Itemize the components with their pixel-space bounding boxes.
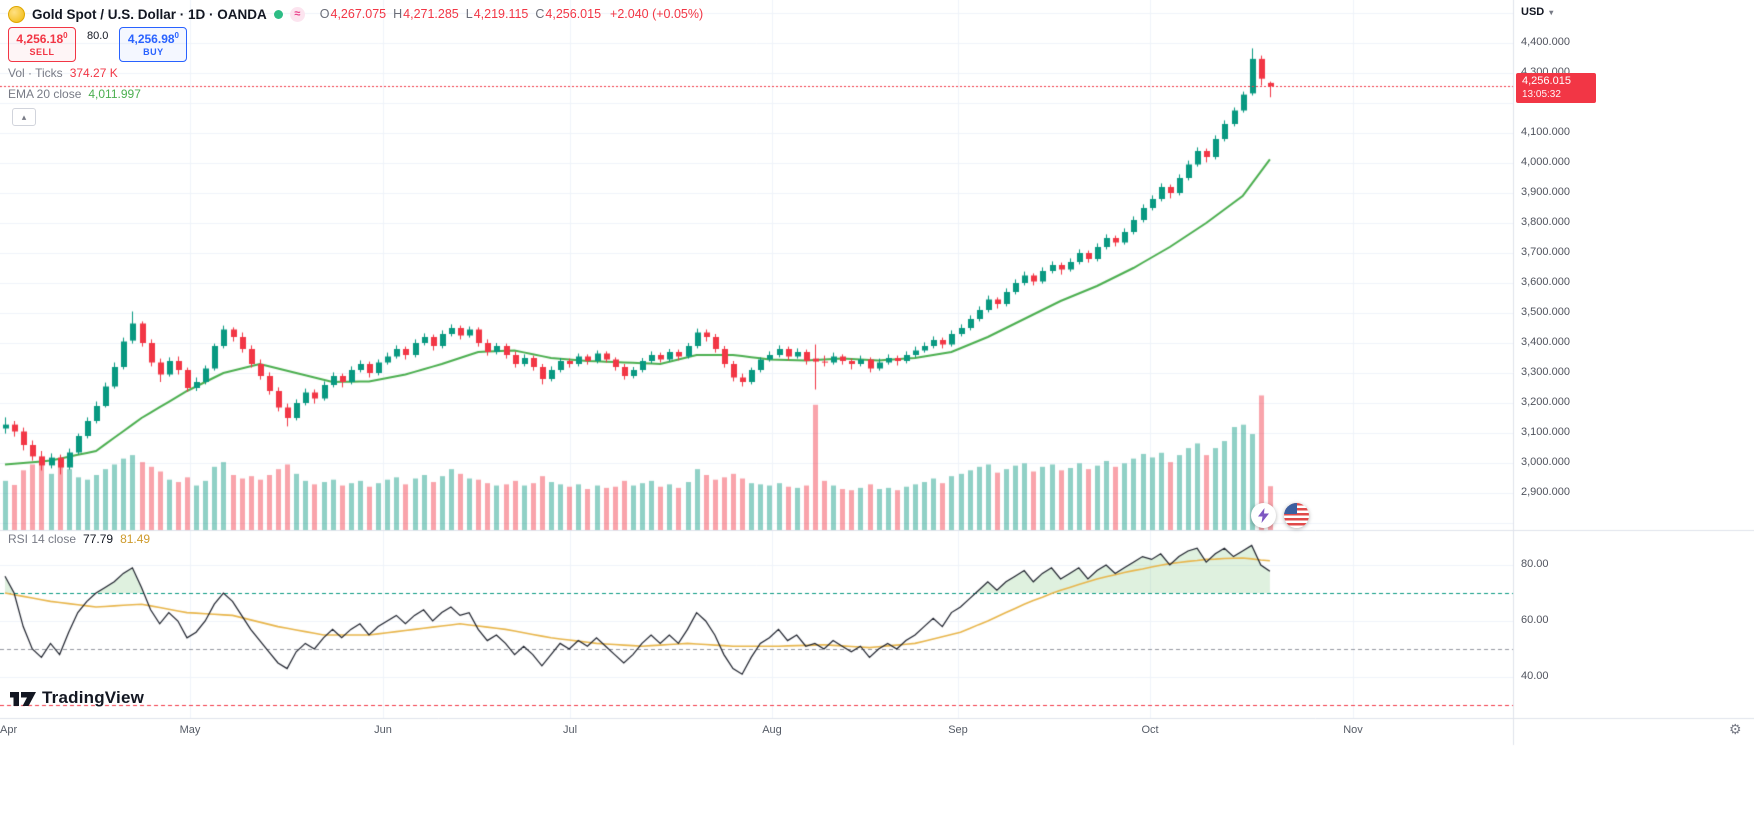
price-axis-label: 4,000.000	[1521, 156, 1570, 168]
volume-label: Vol · Ticks	[8, 66, 63, 80]
price-axis-label: 3,400.000	[1521, 336, 1570, 348]
price-axis-label: 3,700.000	[1521, 246, 1570, 258]
chart-legend: Gold Spot / U.S. Dollar · 1D · OANDA ≈ O…	[8, 5, 703, 23]
time-axis-settings-icon[interactable]: ⚙	[1729, 721, 1742, 737]
buy-price: 4,256.98	[127, 32, 175, 47]
currency-selector[interactable]: USD ▾	[1521, 6, 1553, 18]
sell-button[interactable]: 4,256.180 SELL	[8, 27, 76, 62]
ohlc-values: O 4,267.075 H 4,271.285 L 4,219.115 C 4,256.…	[320, 7, 601, 21]
price-axis-label: 3,300.000	[1521, 366, 1570, 378]
flag-canton	[1284, 503, 1297, 514]
high-value: 4,271.285	[403, 7, 459, 21]
floating-chart-icons	[1251, 503, 1309, 528]
sell-label: SELL	[29, 47, 55, 58]
bar-countdown: 13:05:32	[1522, 89, 1561, 101]
currency-label: USD	[1521, 6, 1545, 18]
close-label: C	[535, 7, 545, 21]
rsi-axis-label: 80.00	[1521, 558, 1549, 570]
time-axis-month-label: Jun	[374, 724, 392, 736]
time-axis-month-label: Aug	[762, 724, 782, 736]
time-axis[interactable]: ⚙ Apr May Jun Jul Aug Sep Oct Nov	[0, 719, 1754, 745]
current-price-tag: 4,256.015 13:05:32	[1516, 73, 1596, 104]
price-axis-label: 3,500.000	[1521, 306, 1570, 318]
spread-value: 80.0	[87, 30, 109, 42]
time-axis-month-label: Jul	[562, 724, 578, 736]
price-change: +2.040 (+0.05%)	[610, 7, 704, 21]
time-axis-month-label: Nov	[1343, 724, 1363, 736]
price-axis-label: 3,600.000	[1521, 276, 1570, 288]
ema-legend[interactable]: EMA 20 close 4,011.997	[8, 87, 141, 101]
tradingview-logo-text: TradingView	[42, 688, 145, 707]
volume-value: 374.27 K	[69, 66, 118, 80]
ema-label: EMA 20 close	[8, 87, 82, 101]
volume-legend[interactable]: Vol · Ticks 374.27 K	[8, 66, 118, 80]
price-axis-label: 4,100.000	[1521, 126, 1570, 138]
low-label: L	[465, 7, 473, 21]
low-value: 4,219.115	[473, 7, 529, 21]
time-axis-month-label: Oct	[1141, 724, 1159, 736]
symbol-header-row: Gold Spot / U.S. Dollar · 1D · OANDA ≈ O…	[8, 5, 703, 23]
price-axis-label: 3,200.000	[1521, 396, 1570, 408]
high-label: H	[393, 7, 403, 21]
price-axis-label: 2,900.000	[1521, 486, 1570, 498]
time-axis-month-label: May	[179, 724, 201, 736]
close-value: 4,256.015	[545, 7, 602, 21]
buy-label: BUY	[143, 47, 164, 58]
symbol-logo-icon	[8, 5, 25, 23]
lightning-icon	[1258, 508, 1269, 523]
buy-button[interactable]: 4,256.980 BUY	[119, 27, 188, 62]
price-axis-label: 3,100.000	[1521, 426, 1570, 438]
flash-trade-icon[interactable]	[1251, 503, 1276, 528]
price-axis-label: 3,900.000	[1521, 186, 1570, 198]
tradingview-logo-mark	[10, 691, 36, 706]
rsi-ma-value: 81.49	[120, 532, 151, 546]
us-flag-icon[interactable]	[1284, 503, 1309, 528]
sell-price: 4,256.18	[16, 32, 64, 47]
rsi-axis-label: 60.00	[1521, 614, 1549, 626]
sell-price-sup: 0	[63, 31, 68, 41]
rsi-axis-label: 40.00	[1521, 670, 1549, 682]
open-label: O	[319, 7, 330, 21]
rsi-label: RSI 14 close	[8, 532, 77, 546]
ema-value: 4,011.997	[88, 87, 141, 101]
caret-down-icon: ▾	[1549, 7, 1554, 17]
time-axis-month-label: Sep	[948, 724, 968, 736]
rsi-legend[interactable]: RSI 14 close 77.79 81.49	[8, 532, 150, 546]
symbol-title[interactable]: Gold Spot / U.S. Dollar · 1D · OANDA	[32, 6, 267, 22]
trade-panel: 4,256.180 SELL 80.0 4,256.980 BUY	[8, 27, 188, 62]
market-status-icon[interactable]	[273, 9, 283, 19]
open-value: 4,267.075	[330, 7, 387, 21]
approx-data-icon[interactable]: ≈	[289, 6, 305, 22]
rsi-value: 77.79	[83, 532, 114, 546]
tradingview-logo[interactable]: TradingView	[10, 688, 144, 708]
price-axis[interactable]: USD ▾ 4,256.015 13:05:32 4,400.000 4,300.…	[1513, 0, 1754, 745]
time-axis-month-label: Apr	[0, 724, 18, 736]
current-price-value: 4,256.015	[1522, 75, 1571, 88]
price-axis-label: 4,400.000	[1521, 36, 1570, 48]
buy-price-sup: 0	[174, 31, 179, 41]
collapse-indicators-button[interactable]: ▴	[12, 108, 36, 126]
price-axis-label: 3,000.000	[1521, 456, 1570, 468]
chevron-up-icon: ▴	[21, 111, 27, 122]
price-axis-label: 3,800.000	[1521, 216, 1570, 228]
